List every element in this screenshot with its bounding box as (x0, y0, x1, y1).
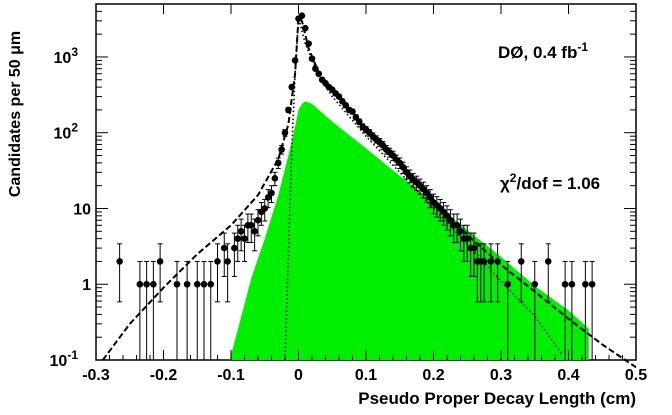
experiment-annotation: DØ, 0.4 fb-1 (498, 40, 588, 62)
fit-lines-layer (101, 15, 637, 369)
data-point (285, 106, 292, 114)
data-point (183, 280, 191, 288)
data-point (494, 258, 501, 265)
data-point (116, 258, 123, 265)
data-point (399, 163, 407, 171)
chi2-annotation: χ2/dof = 1.06 (500, 171, 600, 193)
data-point (453, 221, 461, 229)
chi2-sup: 2 (510, 171, 517, 185)
data-point (561, 280, 569, 288)
data-point (315, 70, 323, 78)
total-fit-line (101, 15, 637, 369)
y-tick-base: 10 (73, 201, 91, 218)
y-tick-label: 10 (73, 201, 91, 218)
data-point (278, 146, 285, 153)
data-point (582, 280, 589, 288)
data-point (588, 280, 596, 288)
data-point (301, 24, 309, 32)
data-point (237, 227, 245, 235)
data-point (291, 57, 299, 64)
data-point (355, 118, 363, 125)
chi2-symbol: χ (500, 174, 510, 193)
data-point (268, 189, 275, 197)
x-tick-label: -0.3 (82, 367, 110, 384)
data-point (281, 129, 289, 137)
x-tick-label: 0.5 (625, 367, 647, 384)
data-point (214, 258, 221, 265)
chi2-value: /dof = 1.06 (516, 174, 600, 193)
x-axis-label: Pseudo Proper Decay Length (cm) (358, 389, 636, 408)
data-point (247, 221, 255, 229)
data-point (156, 258, 164, 265)
y-tick-label: 102 (54, 121, 79, 143)
data-point (312, 65, 319, 72)
data-point (544, 258, 552, 265)
data-point (288, 83, 296, 91)
data-point (173, 280, 181, 288)
data-point (531, 280, 539, 288)
data-point (150, 280, 157, 288)
data-point (568, 280, 576, 288)
data-point (271, 175, 279, 182)
data-point (251, 227, 258, 235)
data-point (470, 244, 478, 252)
data-point (136, 280, 144, 288)
data-points-layer (116, 12, 596, 360)
x-tick-label: 0.1 (355, 367, 377, 384)
data-point (200, 280, 208, 288)
data-point (143, 280, 150, 288)
experiment-sup: -1 (577, 40, 588, 54)
data-point (261, 205, 269, 212)
x-tick-label: -0.1 (217, 367, 245, 384)
x-tick-label: 0 (294, 367, 303, 384)
signal-area-layer (229, 101, 589, 361)
y-tick-base: 1 (82, 277, 91, 294)
data-point (231, 244, 238, 252)
y-tick-exponent: 2 (71, 121, 78, 135)
data-point (335, 93, 343, 100)
data-point (298, 12, 306, 20)
y-axis-label: Candidates per 50 μm (7, 31, 24, 197)
x-tick-label: 0.3 (490, 367, 512, 384)
x-tick-label: 0.2 (422, 367, 444, 384)
data-point (254, 216, 262, 224)
data-point (220, 244, 228, 252)
y-tick-base: 10 (54, 126, 72, 143)
axis-ticks-layer: -0.3 -0.2 -0.1 0 0.1 0.2 0.3 0.4 0.510-111010210… (50, 4, 647, 384)
data-point (274, 159, 282, 167)
signal-area (229, 101, 589, 361)
data-point (426, 194, 434, 201)
x-tick-label: 0.4 (557, 367, 579, 384)
data-point (308, 55, 316, 62)
y-tick-label: 10-1 (50, 348, 79, 370)
data-point (487, 258, 495, 265)
y-tick-label: 103 (54, 45, 79, 67)
y-tick-base: 10 (50, 353, 68, 370)
data-point (447, 216, 454, 224)
data-point (463, 235, 471, 242)
data-point (305, 40, 312, 47)
data-point (504, 280, 512, 288)
data-point (224, 258, 231, 265)
data-point (193, 280, 201, 288)
y-tick-label: 1 (82, 277, 91, 294)
data-point (457, 227, 464, 235)
data-point (517, 258, 525, 265)
data-point (342, 102, 350, 109)
data-point (234, 235, 242, 242)
y-tick-exponent: -1 (67, 348, 78, 362)
data-point (207, 280, 215, 288)
data-point (480, 258, 488, 265)
data-point (241, 235, 248, 242)
x-tick-label: -0.2 (150, 367, 178, 384)
data-point (349, 108, 356, 115)
experiment-text: DØ, 0.4 fb (498, 43, 577, 62)
y-tick-base: 10 (54, 50, 72, 67)
y-tick-exponent: 3 (71, 45, 78, 59)
